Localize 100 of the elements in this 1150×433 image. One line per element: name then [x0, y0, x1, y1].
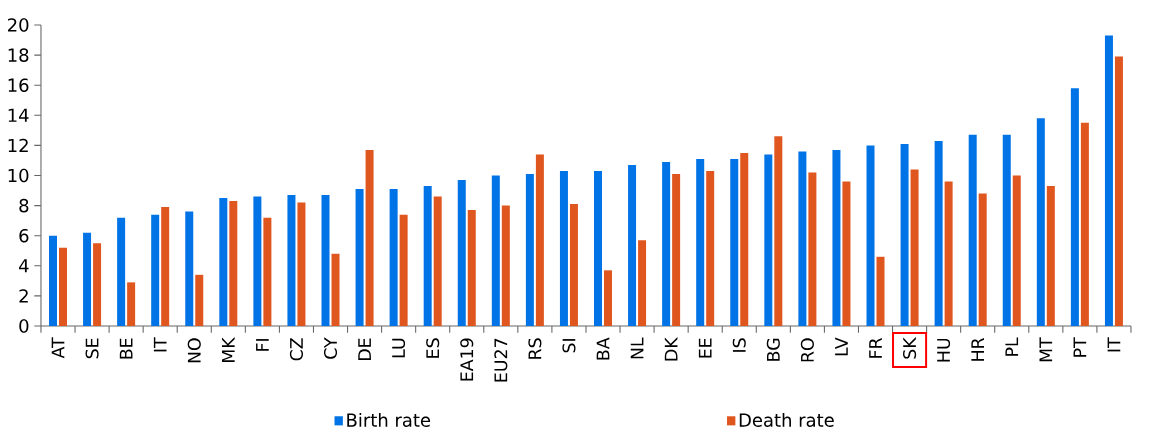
- x-tick-label: HR: [971, 337, 985, 361]
- bar: [798, 151, 807, 326]
- y-tick-label: 2: [19, 289, 28, 303]
- x-tick-label: IT: [1107, 337, 1121, 352]
- y-tick-label: 18: [8, 48, 29, 62]
- bar: [195, 274, 204, 326]
- bar: [604, 270, 612, 326]
- x-tick-label: RS: [528, 338, 542, 359]
- bar: [297, 202, 306, 326]
- x-tick-label: SE: [85, 338, 99, 359]
- y-tick-label: 14: [8, 108, 29, 122]
- y-tick-label: 12: [8, 138, 28, 153]
- x-tick-label: BE: [119, 338, 133, 359]
- bar: [1070, 88, 1079, 326]
- bar: [59, 247, 67, 326]
- bar: [229, 201, 238, 326]
- bar: [467, 210, 476, 326]
- bar: [161, 207, 170, 326]
- x-tick-label: MK: [222, 337, 235, 363]
- bar: [433, 196, 442, 326]
- bar: [628, 164, 637, 326]
- bar: [696, 158, 705, 326]
- x-tick-label: DK: [664, 337, 678, 361]
- bar: [740, 152, 749, 326]
- bar: [1036, 118, 1045, 326]
- bar: [944, 181, 953, 326]
- x-tick-label: EE: [698, 338, 712, 358]
- x-tick-label: SI: [562, 339, 576, 353]
- bar: [559, 170, 568, 326]
- bar: [1012, 175, 1021, 326]
- bar: [127, 282, 136, 326]
- bar: [594, 170, 603, 326]
- bar: [1002, 134, 1011, 326]
- bar: [365, 149, 374, 326]
- bar: [355, 189, 364, 326]
- bar: [842, 181, 851, 326]
- x-tick-label: BA: [596, 337, 610, 360]
- x-tick-label: FR: [869, 337, 882, 358]
- x-tick-label: ES: [426, 338, 440, 358]
- bar: [808, 172, 817, 326]
- bar: [287, 195, 296, 326]
- y-tick-label: 10: [8, 168, 29, 183]
- bar: [83, 232, 92, 326]
- x-tick-label: FI: [256, 339, 269, 351]
- bar: [764, 154, 773, 326]
- x-tick-label: CY: [323, 337, 338, 359]
- x-tick-label: HU: [937, 338, 951, 362]
- y-tick-label: 4: [19, 259, 29, 273]
- x-tick-label: IS: [732, 338, 746, 352]
- bar: [423, 186, 432, 326]
- bar: [263, 217, 272, 326]
- legend-label: Birth rate: [347, 412, 431, 427]
- x-tick-label: BG: [766, 338, 780, 361]
- bar: [934, 140, 943, 326]
- bar: [491, 175, 500, 326]
- legend-label: Death rate: [739, 412, 834, 427]
- bar: [774, 136, 783, 326]
- y-tick-label: 0: [19, 319, 29, 333]
- bar: [866, 145, 875, 326]
- bar: [219, 198, 228, 326]
- x-tick-label: LV: [835, 337, 848, 356]
- bar: [569, 204, 578, 326]
- x-tick-label: PL: [1005, 337, 1019, 356]
- bar: [151, 214, 160, 326]
- x-tick-label: NL: [630, 337, 644, 359]
- y-tick-label: 20: [8, 18, 29, 32]
- bar: [117, 217, 126, 326]
- x-tick-label: PT: [1073, 337, 1087, 357]
- bar: [910, 169, 919, 326]
- bar: [535, 154, 544, 326]
- bar: [1046, 186, 1055, 326]
- bar: [525, 174, 534, 326]
- bar: [662, 161, 671, 326]
- bar: [638, 240, 647, 326]
- bar: [331, 253, 340, 326]
- bar: [876, 256, 885, 326]
- bar: [832, 149, 841, 326]
- bar: [93, 243, 102, 326]
- bar: [900, 143, 909, 326]
- x-tick-label: MT: [1039, 337, 1053, 362]
- bar: [968, 134, 977, 326]
- x-tick-label: SK: [903, 337, 917, 359]
- bar: [253, 196, 262, 326]
- bar: [321, 195, 330, 326]
- bar: [185, 211, 194, 326]
- bar: [389, 189, 398, 326]
- x-tick-label: EU27: [494, 338, 508, 382]
- bar: [399, 214, 408, 326]
- x-tick-label: RO: [800, 338, 814, 362]
- bar: [1104, 35, 1113, 326]
- bar: [457, 180, 466, 326]
- bar: [501, 205, 510, 326]
- x-tick-label: CZ: [289, 338, 303, 361]
- x-tick-label: AT: [51, 337, 65, 359]
- x-tick-label: NO: [187, 338, 201, 363]
- x-tick-label: LU: [392, 338, 406, 358]
- bar: [1080, 122, 1089, 326]
- bar: [1114, 56, 1123, 326]
- bar: [978, 193, 987, 326]
- bar: [672, 174, 681, 326]
